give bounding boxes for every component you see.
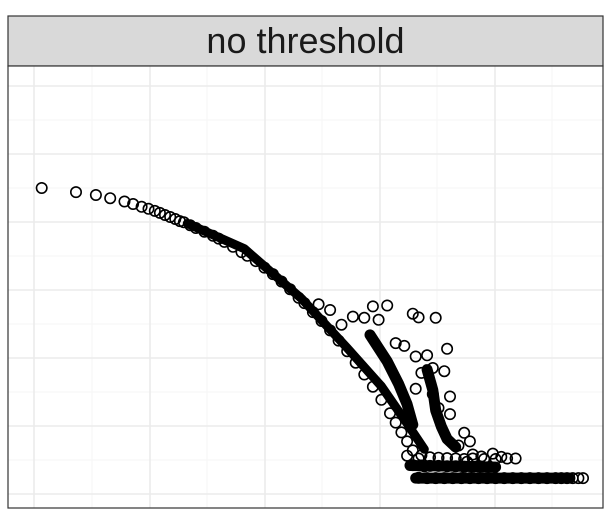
scatter-point-56 [412,311,425,324]
grid-minor [8,66,603,508]
scatter-point-0 [35,182,48,195]
scatter-point-6 [135,200,148,213]
scatter-point-68 [443,390,456,403]
facet-strip-box [7,15,604,67]
scatter-point-123 [576,472,589,485]
scatter-point-66 [409,382,422,395]
scatter-point-65 [438,365,451,378]
scatter-point-50 [346,310,359,323]
grid-major [8,66,603,508]
scatter-point-43 [401,435,414,448]
scatter-point-72 [463,435,476,448]
scatter-point-10 [159,209,172,222]
scatter-point-48 [324,303,337,316]
scatter-point-1 [70,186,83,199]
scatter-point-41 [389,416,402,429]
scatter-point-71 [458,426,471,439]
scatter-point-62 [441,342,454,355]
dense-points-2 [421,364,462,453]
scatter-point-4 [118,195,131,208]
scatter-point-59 [398,339,411,352]
facet-strip: no threshold [7,15,604,67]
chart-title: no threshold [206,20,404,61]
scatter-point-90 [501,452,514,465]
scatter-point-70 [443,408,456,421]
scatter-point-51 [358,311,371,324]
dense-points-1 [364,329,419,431]
scatter-point-8 [148,204,161,217]
scatter-point-54 [372,313,385,326]
scatter-point-7 [142,202,155,215]
scatter-point-61 [421,349,434,362]
scatter-point-79 [495,450,508,463]
scatter-point-2 [89,189,102,202]
dense-points-3 [404,460,502,473]
scatter-point-47 [312,298,325,311]
scatter-points [35,182,589,485]
scatter-point-42 [395,426,408,439]
scatter-point-91 [509,452,522,465]
scatter-point-53 [381,299,394,312]
plot-panel [7,65,604,509]
scatter-point-11 [164,211,177,224]
scatter-point-3 [104,192,117,205]
scatter-point-52 [366,300,379,313]
scatter-point-49 [335,318,348,331]
scatter-point-57 [429,311,442,324]
panel-border [7,65,604,509]
panel-background [8,66,603,508]
scatter-point-5 [127,198,140,211]
scatter-point-60 [409,350,422,363]
